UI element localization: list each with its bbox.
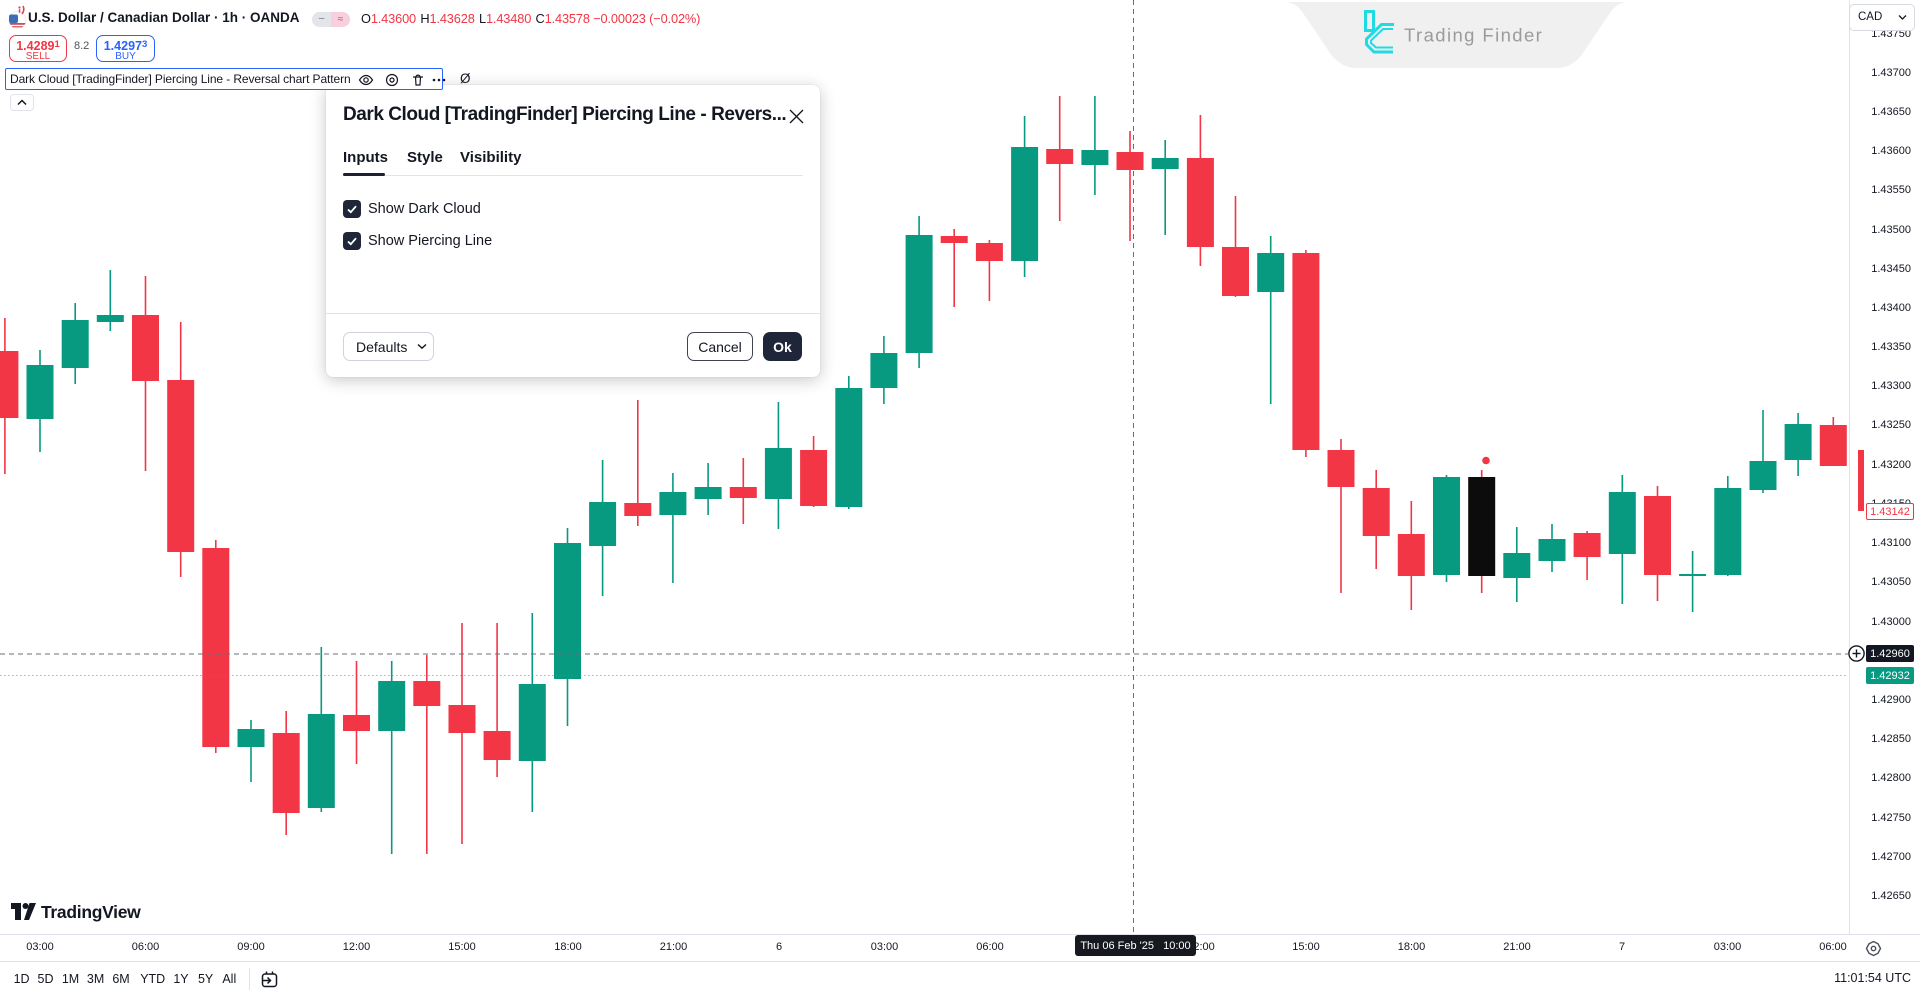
svg-text:Trading Finder: Trading Finder (1404, 25, 1543, 46)
svg-text:TradingView: TradingView (41, 902, 141, 922)
